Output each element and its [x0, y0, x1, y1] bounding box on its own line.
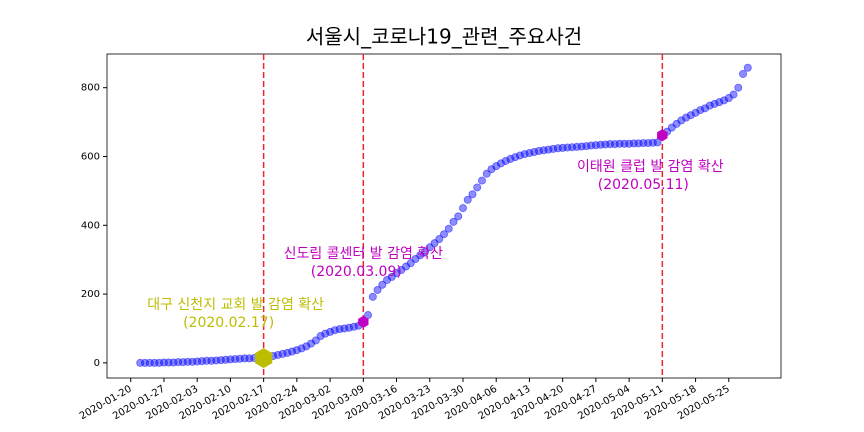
point	[326, 327, 335, 336]
plot-frame	[106, 53, 782, 379]
point	[705, 101, 714, 110]
event-marker	[657, 129, 668, 142]
point	[525, 149, 534, 158]
annotation-date: (2020.03.09)	[311, 264, 402, 280]
point	[321, 329, 330, 338]
point	[691, 108, 700, 117]
point	[444, 224, 453, 233]
annotation-date: (2020.02.17)	[183, 315, 274, 331]
point	[439, 230, 448, 239]
annotation-text: 대구 신천지 교회 발 감염 확산	[147, 297, 324, 313]
point	[283, 348, 292, 357]
point	[682, 113, 691, 122]
y-tick-label: 600	[81, 151, 100, 162]
point	[278, 349, 287, 358]
point	[477, 176, 486, 185]
point	[653, 138, 662, 147]
point	[720, 96, 729, 105]
annotation-text: 이태원 클럽 발 감염 확산	[577, 159, 724, 175]
point	[715, 98, 724, 107]
point	[743, 63, 752, 72]
point	[368, 292, 377, 301]
point	[473, 183, 482, 192]
point	[729, 90, 738, 99]
point	[435, 235, 444, 244]
point	[378, 280, 387, 289]
point	[515, 151, 524, 160]
y-tick-label: 0	[94, 358, 100, 369]
point	[292, 346, 301, 355]
point	[530, 148, 539, 157]
point	[696, 106, 705, 115]
point	[492, 162, 501, 171]
point	[316, 332, 325, 341]
point	[297, 344, 306, 353]
y-tick-label: 400	[81, 220, 100, 231]
point	[710, 99, 719, 108]
point	[701, 104, 710, 113]
point	[273, 350, 282, 359]
chart-title: 서울시_코로나19_관련_주요사건	[306, 25, 582, 49]
point	[677, 116, 686, 125]
point	[330, 326, 339, 335]
point	[511, 153, 520, 162]
point	[302, 342, 311, 351]
point	[501, 156, 510, 165]
point	[496, 159, 505, 168]
point	[686, 111, 695, 120]
annotation-text: 신도림 콜센터 발 감염 확산	[284, 246, 444, 262]
point	[449, 217, 458, 226]
point	[288, 347, 297, 356]
event-marker	[358, 315, 369, 328]
y-tick-label: 200	[81, 289, 100, 300]
event-marker	[255, 348, 273, 369]
point	[373, 285, 382, 294]
point	[345, 323, 354, 332]
point	[520, 150, 529, 159]
point	[739, 69, 748, 78]
point	[454, 212, 463, 221]
point	[349, 322, 358, 331]
point	[468, 190, 477, 199]
annotation-date: (2020.05.11)	[598, 177, 689, 193]
point	[463, 195, 472, 204]
point	[734, 83, 743, 92]
point	[458, 204, 467, 213]
point	[506, 154, 515, 163]
y-tick-label: 800	[81, 83, 100, 94]
